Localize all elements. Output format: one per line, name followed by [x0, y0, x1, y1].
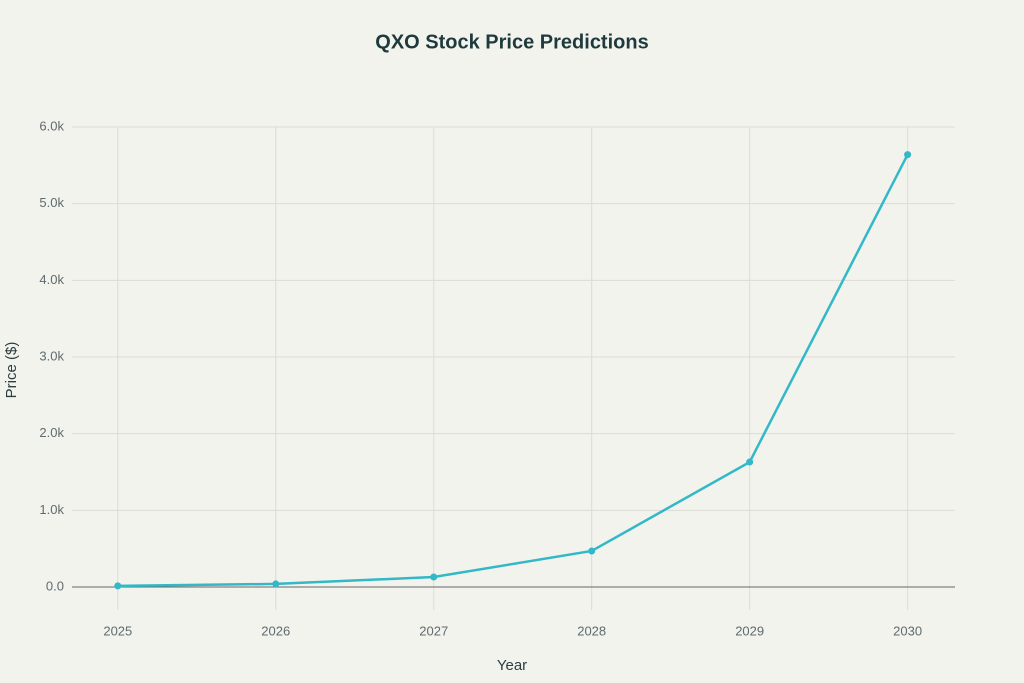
y-tick-label: 3.0k	[39, 348, 64, 363]
x-tick-label: 2029	[735, 623, 764, 638]
y-tick-label: 2.0k	[39, 425, 64, 440]
y-axis-title: Price ($)	[3, 342, 20, 399]
x-tick-label: 2026	[261, 623, 290, 638]
x-tick-label: 2025	[103, 623, 132, 638]
y-tick-label: 5.0k	[39, 195, 64, 210]
y-tick-label: 1.0k	[39, 502, 64, 517]
chart-title: QXO Stock Price Predictions	[375, 31, 648, 53]
point	[114, 582, 122, 590]
point	[430, 573, 438, 581]
point	[904, 151, 912, 159]
point	[272, 580, 280, 588]
x-tick-label: 2027	[419, 623, 448, 638]
point	[588, 547, 596, 555]
y-tick-label: 0.0	[46, 578, 64, 593]
y-tick-label: 4.0k	[39, 272, 64, 287]
y-tick-label: 6.0k	[39, 118, 64, 133]
line	[117, 154, 909, 588]
x-tick-label: 2028	[577, 623, 606, 638]
x-axis-title: Year	[497, 657, 527, 674]
point	[746, 458, 754, 466]
x-tick-label: 2030	[893, 623, 922, 638]
